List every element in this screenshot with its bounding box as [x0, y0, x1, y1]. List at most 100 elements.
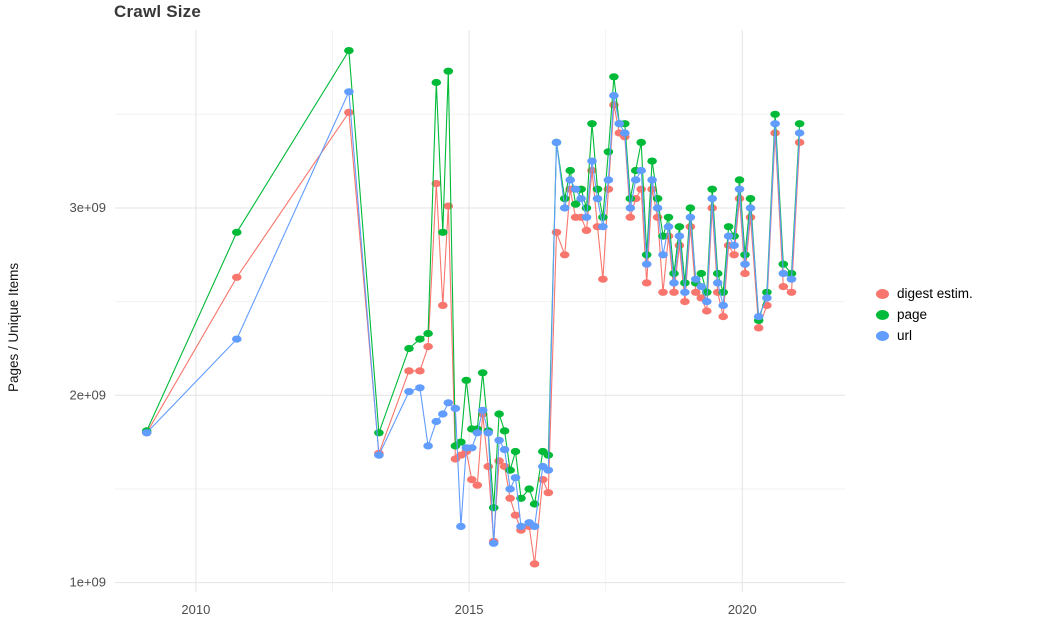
data-point-url: [456, 522, 466, 531]
data-point-url: [641, 260, 652, 268]
data-point-digest-estim: [658, 288, 668, 296]
data-point-url: [740, 260, 750, 268]
data-point-digest-estim: [443, 202, 454, 210]
data-point-digest-estim: [753, 324, 764, 332]
data-point-url: [477, 406, 488, 414]
legend: digest estim. page url: [876, 286, 973, 343]
data-point-url: [141, 429, 152, 437]
data-point-page: [404, 344, 414, 353]
data-point-url: [663, 223, 674, 231]
data-point-url: [614, 120, 625, 128]
data-point-url: [443, 399, 454, 407]
data-point-page: [674, 223, 685, 231]
data-point-page: [696, 269, 707, 278]
x-tick-label: 2015: [455, 602, 484, 617]
series-line-page: [146, 48, 801, 508]
data-point-url: [734, 185, 745, 193]
data-point-page: [603, 148, 614, 156]
data-point-url: [494, 436, 504, 444]
data-point-url: [570, 185, 581, 193]
data-point-page: [431, 78, 442, 87]
data-point-digest-estim: [702, 307, 712, 315]
data-point-url: [680, 288, 690, 296]
data-point-page: [652, 195, 663, 203]
y-tick-label: 1e+09: [69, 575, 106, 590]
chart-title: Crawl Size: [114, 2, 202, 21]
data-point-url: [794, 129, 805, 137]
data-point-digest-estim: [786, 288, 797, 296]
legend-marker-url-icon: [876, 330, 889, 341]
data-point-digest-estim: [551, 228, 562, 236]
data-point-page: [232, 228, 242, 236]
data-point-page: [488, 504, 499, 512]
data-point-url: [438, 410, 448, 418]
y-tick-label: 3e+09: [69, 200, 106, 215]
data-point-page: [647, 157, 657, 165]
data-point-page: [663, 213, 674, 221]
x-tick-label: 2020: [728, 602, 757, 617]
data-point-page: [592, 185, 603, 193]
data-point-url: [609, 92, 619, 100]
data-point-digest-estim: [778, 283, 789, 291]
data-point-url: [702, 298, 712, 306]
data-point-page: [443, 67, 454, 75]
data-point-url: [636, 166, 646, 175]
data-point-url: [488, 539, 499, 547]
data-point-url: [696, 283, 707, 291]
data-point-url: [630, 176, 641, 184]
data-point-page: [565, 166, 575, 175]
data-point-page: [641, 251, 652, 259]
data-point-digest-estim: [472, 481, 483, 489]
data-point-url: [762, 294, 772, 302]
data-point-page: [494, 410, 504, 418]
data-point-page: [745, 195, 756, 203]
series-line-digest-estim: [146, 104, 801, 564]
data-point-digest-estim: [423, 343, 433, 351]
data-point-url: [786, 275, 797, 283]
data-point-page: [415, 335, 425, 343]
data-point-page: [344, 47, 354, 55]
legend-item-url: url: [876, 328, 973, 343]
x-tick-label: 2010: [181, 602, 210, 617]
data-point-url: [543, 466, 554, 474]
legend-label: digest estim.: [897, 286, 973, 301]
data-point-url: [565, 176, 575, 184]
legend-item-digest-estim: digest estim.: [876, 286, 973, 301]
series-line-url: [146, 89, 801, 544]
data-point-digest-estim: [505, 494, 515, 502]
data-point-url: [691, 275, 701, 283]
data-point-url: [415, 384, 425, 392]
data-point-digest-estim: [404, 367, 414, 375]
data-point-url: [658, 251, 668, 259]
data-point-url: [576, 195, 586, 203]
data-point-url: [505, 485, 515, 493]
data-point-url: [483, 429, 494, 437]
data-point-page: [587, 120, 597, 128]
data-point-page: [477, 369, 488, 377]
data-point-page: [559, 195, 570, 203]
legend-label: page: [897, 307, 928, 322]
data-point-url: [598, 223, 608, 231]
data-point-digest-estim: [483, 462, 494, 471]
data-point-page: [598, 213, 608, 221]
data-point-page: [510, 447, 521, 456]
data-point-url: [770, 120, 780, 128]
data-point-url: [232, 335, 242, 343]
data-point-url: [559, 204, 570, 212]
data-point-url: [344, 88, 354, 96]
data-point-url: [685, 213, 696, 221]
data-point-digest-estim: [691, 288, 701, 296]
data-point-digest-estim: [625, 213, 636, 221]
data-point-url: [647, 176, 657, 184]
data-point-url: [603, 176, 614, 184]
data-point-digest-estim: [718, 313, 728, 321]
data-point-url: [516, 522, 526, 531]
data-point-digest-estim: [344, 108, 354, 116]
data-point-digest-estim: [603, 185, 614, 193]
data-point-digest-estim: [674, 241, 685, 249]
data-point-page: [734, 176, 745, 184]
data-point-url: [431, 417, 442, 426]
data-point-digest-estim: [685, 223, 696, 231]
data-point-digest-estim: [431, 180, 442, 188]
data-point-url: [551, 138, 562, 146]
